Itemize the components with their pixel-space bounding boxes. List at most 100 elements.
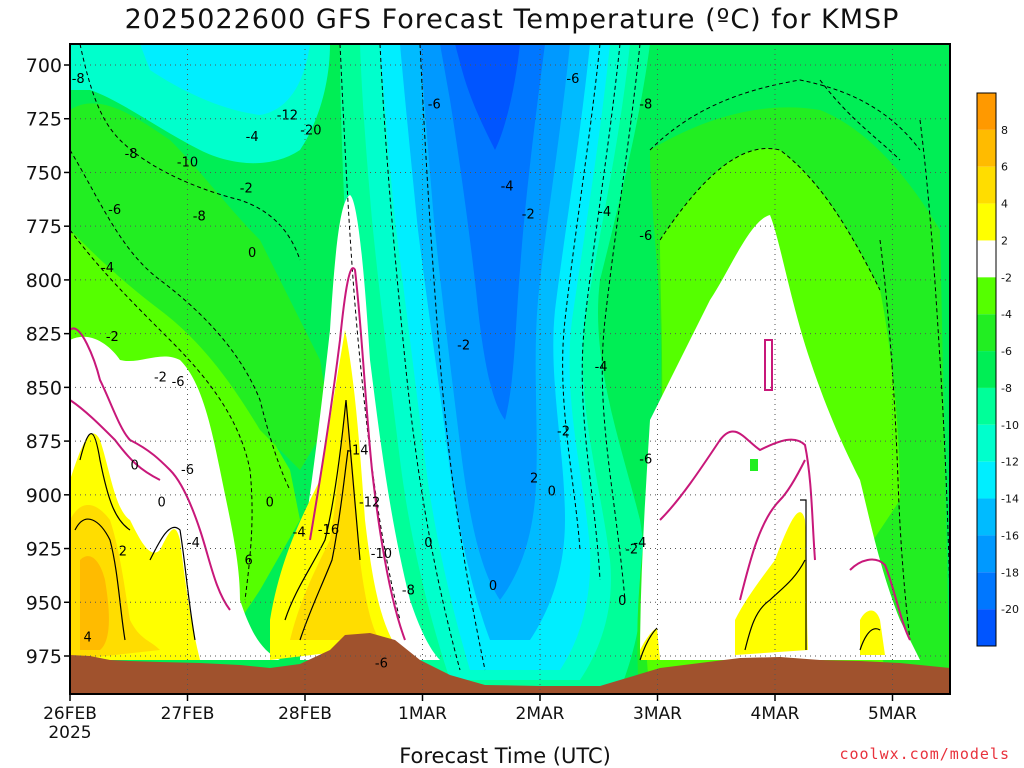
credit-link[interactable]: coolwx.com/models [839, 745, 1010, 763]
colorbar-bin [977, 572, 996, 610]
grid-lines [70, 44, 950, 694]
y-tick-label: 975 [26, 646, 62, 668]
contour-label: -12 [359, 495, 380, 510]
band-warm-right-left [640, 628, 660, 660]
colorbar-bin [977, 461, 996, 499]
contour-label: -14 [347, 444, 368, 459]
colorbar-label: -8 [1001, 382, 1012, 395]
contour-label: 0 [548, 485, 556, 500]
contour-label: 2 [119, 545, 127, 560]
colorbar-frame [976, 92, 997, 647]
colorbar-label: -20 [1001, 603, 1019, 616]
y-axis: 700 725 750 775 800 825 850 875 900 925 950 975 [26, 55, 70, 668]
y-tick-label: 875 [26, 431, 62, 453]
ground-terrain [70, 633, 950, 694]
x-tick-label: 1MAR [398, 704, 447, 724]
contour-label: -4 [187, 536, 200, 551]
colorbar-label: 4 [1001, 198, 1008, 211]
colorbar-label: 8 [1001, 124, 1008, 137]
contour-label: -4 [598, 205, 611, 220]
colorbar-label: 6 [1001, 161, 1008, 174]
contour-label: -20 [300, 123, 321, 138]
x-tick-label: 3MAR [633, 704, 682, 724]
y-tick-label: 925 [26, 539, 62, 561]
isolated-green-cell [750, 459, 758, 471]
contour-labels: -8-8-10-12-20-4-20-6 -8-4-2-2 -6-600-4260-… [72, 72, 652, 672]
band-minus6-left [70, 103, 330, 470]
contour-label: -2 [625, 543, 638, 558]
contour-label: -2 [106, 330, 119, 345]
colorbar-bin [977, 609, 996, 646]
y-tick-label: 700 [26, 55, 62, 77]
band-warm-right [735, 512, 808, 655]
contour-label: -6 [428, 98, 441, 113]
band-warm-mid-inner [290, 400, 380, 640]
contour-label: -6 [172, 375, 185, 390]
colorbar-bin [977, 129, 996, 167]
colorbar-label: -2 [1001, 271, 1012, 284]
contour-label: -10 [371, 547, 392, 562]
plot-frame [69, 43, 951, 695]
contour-label: -4 [633, 536, 646, 551]
band-minus12-upper [140, 44, 310, 115]
contour-label: -2 [457, 338, 470, 353]
x-tick-label: 28FEB [278, 704, 332, 724]
y-tick-label: 800 [26, 270, 62, 292]
contour-label: -8 [402, 583, 415, 598]
contour-label: -8 [72, 72, 85, 87]
colorbar: 8 6 4 2 -2 -4 -6 -8 -10 -12 -14 -16 -18 -20 [976, 92, 1019, 647]
y-tick-label: 775 [26, 216, 62, 238]
contour-label: -6 [181, 463, 194, 478]
y-tick-label: 850 [26, 377, 62, 399]
x-tick-label: 4MAR [751, 704, 800, 724]
contour-label: 0 [424, 536, 432, 551]
contour-label: 0 [248, 246, 256, 261]
contour-label: -10 [177, 156, 198, 171]
contour-label: -12 [277, 108, 298, 123]
x-tick-label: 27FEB [161, 704, 215, 724]
contour-label: 0 [158, 495, 166, 510]
x-year-label: 2025 [48, 723, 91, 743]
contour-label: 6 [244, 553, 252, 568]
contour-label: -8 [639, 98, 652, 113]
colorbar-bin [977, 203, 996, 241]
band-warm-left-core [80, 556, 109, 650]
contour-label: -4 [246, 130, 259, 145]
colorbar-bin [977, 93, 996, 130]
contour-label: 0 [130, 459, 138, 474]
colorbar-bin [977, 166, 996, 204]
contour-label: -6 [375, 656, 388, 671]
contour-label: -4 [501, 179, 514, 194]
colorbar-label: -16 [1001, 529, 1019, 542]
y-tick-label: 825 [26, 324, 62, 346]
colorbar-label: -10 [1001, 419, 1019, 432]
colorbar-label: -4 [1001, 308, 1012, 321]
contour-label: 4 [83, 631, 91, 646]
colorbar-label: -14 [1001, 493, 1019, 506]
x-axis-label: Forecast Time (UTC) [399, 744, 611, 768]
contour-label: -4 [101, 261, 114, 276]
band-minus18-center [440, 44, 545, 420]
contour-label: -2 [557, 424, 570, 439]
contour-label: 0 [489, 579, 497, 594]
band-warm-mid [270, 330, 395, 660]
zero-isotherm [70, 267, 911, 641]
colorbar-bin [977, 240, 996, 278]
negative-contours [70, 44, 950, 671]
colorbar-bin [977, 277, 996, 315]
colorbar-bin [977, 387, 996, 425]
contour-label: -6 [566, 72, 579, 87]
y-tick-label: 725 [26, 109, 62, 131]
colorbar-bin [977, 351, 996, 388]
contour-label: -4 [595, 360, 608, 375]
x-tick-label: 5MAR [868, 704, 917, 724]
positive-contours [74, 399, 881, 661]
band-minus20-center [455, 44, 520, 150]
contour-label: 2 [530, 472, 538, 487]
colorbar-bin [977, 314, 996, 352]
chart-title: 2025022600 GFS Forecast Temperature (ºC)… [124, 4, 900, 35]
contour-label: 0 [618, 594, 626, 609]
contour-label: -4 [293, 525, 306, 540]
contour-label: 0 [266, 495, 274, 510]
